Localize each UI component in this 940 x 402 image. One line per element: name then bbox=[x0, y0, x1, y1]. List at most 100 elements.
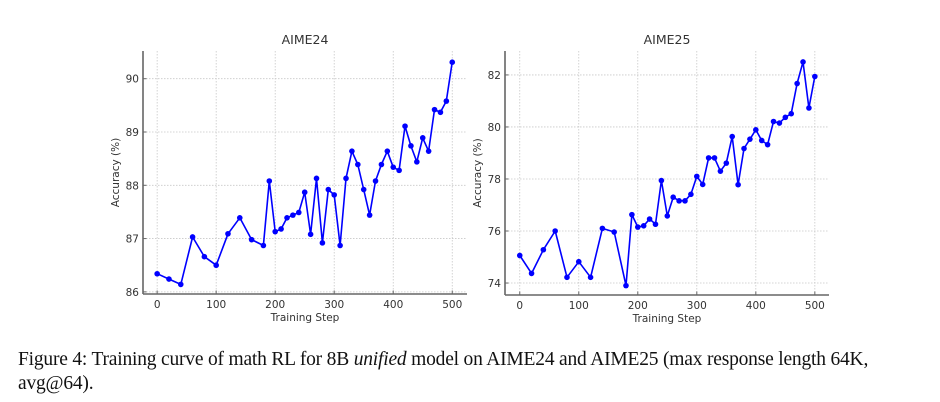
data-point bbox=[540, 246, 547, 253]
data-point bbox=[623, 282, 629, 289]
data-point bbox=[764, 141, 771, 148]
caption-emphasis: unified bbox=[353, 349, 407, 370]
y-tick-label: 87 bbox=[126, 234, 139, 246]
y-axis-label: Accuracy (%) bbox=[472, 138, 484, 207]
data-point bbox=[166, 276, 172, 282]
data-point bbox=[331, 192, 338, 198]
data-point bbox=[301, 189, 308, 196]
data-point bbox=[599, 225, 606, 232]
x-tick-label: 200 bbox=[265, 299, 285, 311]
data-point bbox=[425, 148, 432, 154]
data-point bbox=[307, 231, 314, 238]
data-point bbox=[717, 168, 724, 174]
chart-title: AIME25 bbox=[644, 32, 691, 47]
chart-panel-aime25: 0 100 200 300 400 500 74 76 78 80 82 AIME25 Training… bbox=[472, 32, 829, 325]
data-point bbox=[278, 226, 284, 232]
data-point bbox=[528, 270, 535, 277]
x-tick-label: 500 bbox=[442, 299, 462, 311]
data-point bbox=[705, 155, 712, 161]
data-point bbox=[711, 155, 718, 161]
data-point bbox=[177, 281, 184, 288]
data-point bbox=[396, 167, 402, 174]
data-point bbox=[723, 160, 730, 166]
data-point bbox=[366, 212, 373, 218]
data-point bbox=[806, 105, 812, 111]
data-point bbox=[419, 135, 426, 141]
figure-caption: Figure 4: Training curve of math RL for … bbox=[18, 348, 933, 396]
data-point bbox=[213, 262, 219, 269]
data-point bbox=[758, 137, 765, 144]
chart-panel-aime24: 0 100 200 300 400 500 86 87 88 89 90 AIME24 Training… bbox=[110, 32, 467, 324]
y-tick-label: 74 bbox=[488, 278, 502, 290]
data-point bbox=[378, 161, 385, 168]
data-point bbox=[313, 175, 320, 182]
x-tick-label: 100 bbox=[569, 300, 589, 312]
data-point bbox=[449, 59, 456, 65]
data-point bbox=[688, 191, 694, 198]
x-tick-label: 500 bbox=[805, 300, 825, 312]
y-tick-label: 86 bbox=[126, 287, 140, 299]
data-point bbox=[664, 213, 671, 219]
data-point bbox=[437, 109, 444, 116]
x-tick-label: 400 bbox=[383, 299, 403, 311]
data-point bbox=[272, 228, 278, 235]
data-point bbox=[782, 114, 789, 121]
x-tick-label: 0 bbox=[516, 300, 523, 312]
data-point bbox=[564, 274, 570, 281]
data-point bbox=[611, 229, 617, 235]
data-point bbox=[646, 216, 653, 222]
data-point bbox=[236, 214, 243, 221]
caption-suffix: model on AIME24 and AIME25 (max response… bbox=[18, 349, 869, 394]
data-point bbox=[676, 198, 682, 204]
y-tick-label: 82 bbox=[488, 70, 501, 82]
data-point bbox=[741, 145, 747, 152]
data-point bbox=[260, 242, 267, 249]
y-tick-label: 78 bbox=[488, 174, 501, 186]
data-point bbox=[587, 274, 594, 281]
data-point bbox=[355, 161, 361, 168]
x-axis-label: Training Step bbox=[632, 313, 702, 325]
x-tick-label: 400 bbox=[746, 300, 766, 312]
data-point bbox=[402, 123, 408, 129]
data-point bbox=[658, 177, 665, 184]
x-tick-label: 200 bbox=[628, 300, 648, 312]
x-tick-label: 300 bbox=[324, 299, 344, 311]
data-point bbox=[443, 98, 450, 104]
data-point bbox=[800, 59, 806, 65]
y-tick-label: 76 bbox=[488, 226, 502, 238]
data-point bbox=[290, 212, 296, 218]
data-point bbox=[652, 221, 659, 228]
y-tick-label: 89 bbox=[126, 127, 139, 139]
y-tick-label: 90 bbox=[126, 74, 139, 86]
data-point bbox=[248, 236, 255, 243]
data-point bbox=[699, 181, 706, 188]
data-point bbox=[337, 242, 343, 249]
data-point bbox=[634, 224, 641, 230]
data-point bbox=[319, 240, 326, 246]
data-point bbox=[629, 211, 635, 218]
data-point bbox=[325, 186, 332, 193]
caption-prefix: Figure 4: Training curve of math RL for … bbox=[18, 349, 354, 370]
data-point bbox=[390, 164, 397, 170]
data-point bbox=[794, 80, 800, 87]
data-point bbox=[372, 178, 379, 184]
y-tick-label: 88 bbox=[126, 180, 139, 192]
x-tick-label: 300 bbox=[687, 300, 707, 312]
figure: 0 100 200 300 400 500 86 87 88 89 90 AIME24 Training… bbox=[110, 32, 829, 325]
data-point bbox=[682, 198, 688, 204]
data-point bbox=[776, 120, 783, 126]
data-point bbox=[753, 127, 759, 133]
data-point bbox=[343, 175, 349, 182]
data-point bbox=[812, 73, 818, 80]
data-point bbox=[408, 143, 414, 149]
data-point bbox=[770, 118, 777, 125]
data-point bbox=[747, 136, 753, 142]
data-point bbox=[384, 148, 391, 154]
data-point bbox=[414, 159, 420, 165]
data-point bbox=[296, 209, 302, 216]
data-point bbox=[431, 106, 438, 113]
series-line bbox=[519, 61, 816, 287]
x-tick-label: 0 bbox=[154, 299, 161, 311]
data-point bbox=[349, 148, 355, 154]
data-point bbox=[516, 252, 523, 259]
